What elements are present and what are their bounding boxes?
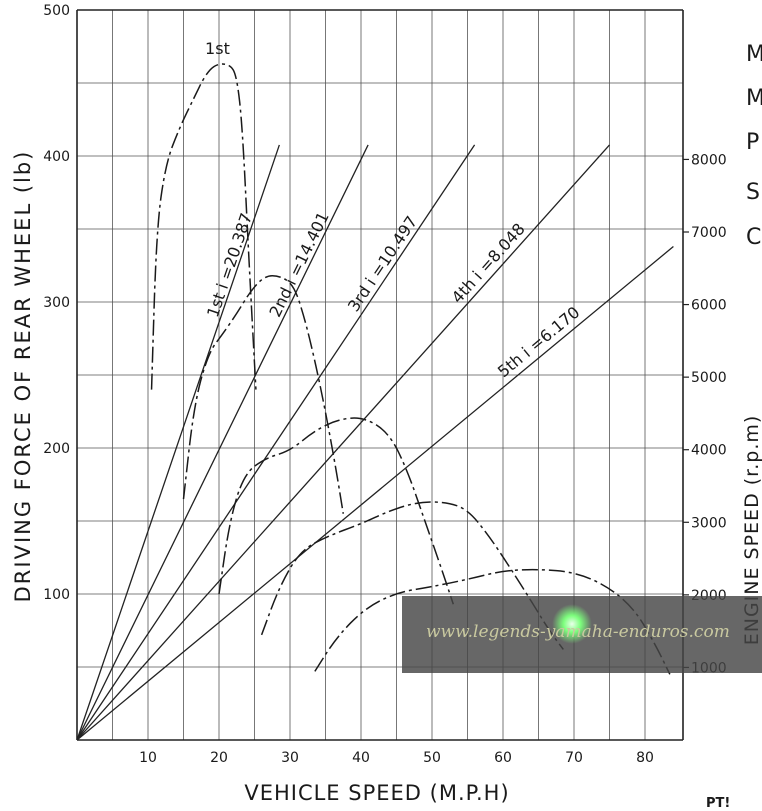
- gear-line-label: 4th i =8.048: [448, 219, 529, 307]
- gear-line: [76, 246, 674, 741]
- x-tick-label: 30: [281, 750, 299, 766]
- y-tick-label: 500: [43, 3, 70, 19]
- y2-tick-label: 4000: [691, 443, 727, 459]
- gear-line-label: 3rd i =10.497: [344, 213, 421, 316]
- y2-tick-label: 8000: [691, 152, 727, 168]
- x-tick-label: 70: [565, 750, 583, 766]
- y-tick-label: 200: [43, 441, 70, 457]
- gear-line: [76, 144, 280, 741]
- side-letter: P: [746, 130, 760, 155]
- driving-force-curves: 1st: [150, 39, 671, 675]
- side-letter: C: [746, 225, 762, 250]
- driving-force-curve: [218, 417, 455, 605]
- axes: [76, 9, 684, 741]
- gear-line: [76, 144, 369, 741]
- y-tick-label: 300: [43, 295, 70, 311]
- side-letter: M: [746, 86, 762, 111]
- glow-spot: [552, 604, 592, 644]
- side-letter: S: [746, 180, 760, 205]
- y-tick-label: 400: [43, 149, 70, 165]
- x-tick-label: 50: [423, 750, 441, 766]
- axis-labels: VEHICLE SPEED (M.P.H) DRIVING FORCE OF R…: [11, 150, 762, 805]
- x-tick-label: 80: [636, 750, 654, 766]
- x-tick-label: 10: [139, 750, 157, 766]
- x-tick-label: 40: [352, 750, 370, 766]
- gear-line-label: 1st i =20.387: [203, 211, 256, 320]
- driving-force-curve: [182, 274, 344, 514]
- watermark-banner: www.legends-yamaha-enduros.com: [402, 596, 762, 673]
- y2-tick-label: 6000: [691, 298, 727, 314]
- y-tick-label: 100: [43, 587, 70, 603]
- curve-label: 1st: [205, 39, 230, 58]
- y2-tick-label: 5000: [691, 370, 727, 386]
- x-axis-label: VEHICLE SPEED (M.P.H): [244, 781, 509, 805]
- y2-tick-label: 7000: [691, 225, 727, 241]
- gear-line: [76, 144, 610, 741]
- y2-axis-label: ENGINE SPEED (r.p.m): [741, 415, 762, 646]
- watermark-text: www.legends-yamaha-enduros.com: [426, 622, 730, 642]
- x-tick-label: 20: [210, 750, 228, 766]
- x-tick-label: 60: [494, 750, 512, 766]
- gear-line: [76, 144, 476, 741]
- side-letter: M: [746, 42, 762, 67]
- y2-tick-label: 3000: [691, 515, 727, 531]
- y-axis-label: DRIVING FORCE OF REAR WHEEL (lb): [11, 150, 35, 603]
- driving-force-curve: [150, 63, 257, 390]
- corner-text: PT!: [706, 796, 731, 811]
